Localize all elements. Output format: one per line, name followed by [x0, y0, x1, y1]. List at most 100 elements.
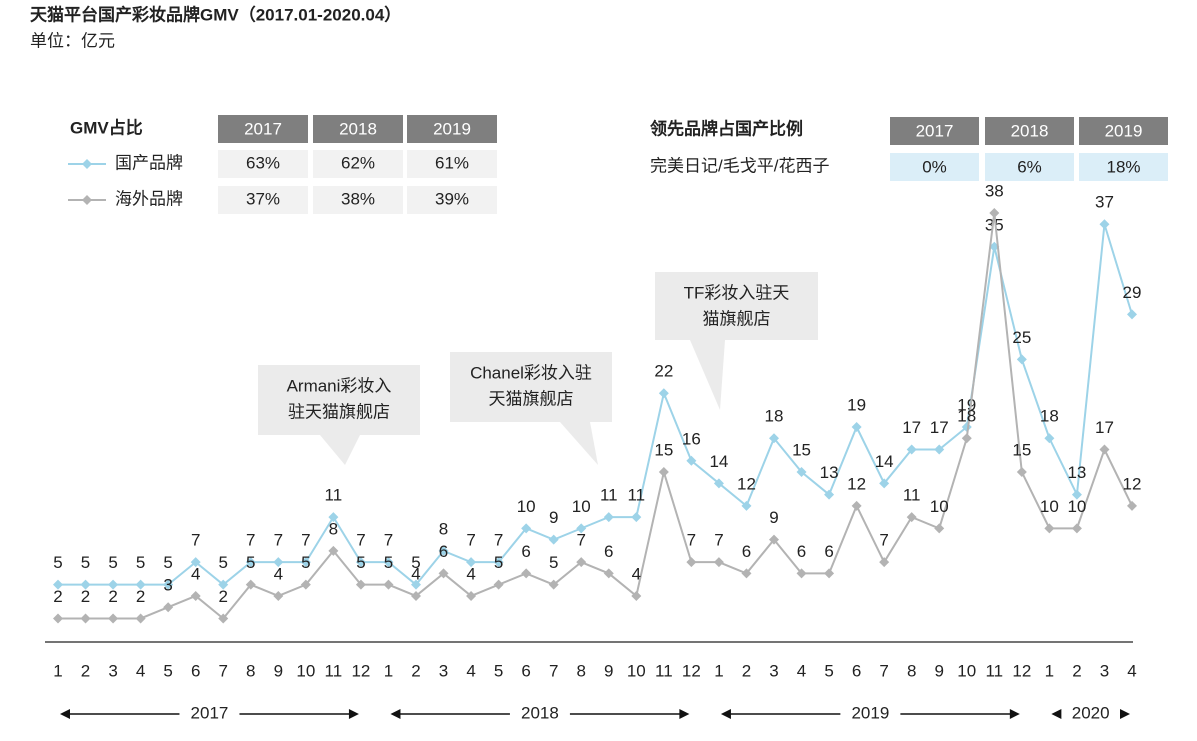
data-label: 11	[600, 486, 618, 505]
x-tick-label: 12	[682, 661, 701, 680]
data-label: 5	[53, 553, 62, 572]
year-label: 2020	[1072, 703, 1110, 722]
x-tick-label: 9	[934, 661, 943, 680]
arrow-head	[1051, 709, 1062, 719]
point	[1127, 309, 1137, 320]
x-tick-label: 1	[53, 661, 62, 680]
point	[190, 590, 201, 601]
arrow-head	[1120, 709, 1130, 719]
legend-marker	[82, 159, 92, 169]
table-year-cell	[1079, 117, 1168, 145]
point	[218, 579, 229, 590]
data-label: 7	[576, 531, 585, 550]
table-year: 2017	[244, 119, 282, 138]
point	[411, 579, 421, 590]
point	[273, 590, 284, 601]
data-label: 5	[218, 553, 227, 572]
point	[548, 534, 559, 545]
data-label: 2	[108, 587, 117, 606]
chart-title: 天猫平台国产彩妆品牌GMV（2017.01-2020.04）	[30, 4, 401, 24]
data-label: 13	[1067, 463, 1086, 482]
data-label: 10	[930, 497, 949, 516]
x-tick-label: 10	[296, 661, 315, 680]
data-label: 6	[742, 542, 751, 561]
point	[686, 557, 697, 568]
point	[741, 500, 752, 511]
data-label: 5	[163, 553, 172, 572]
data-label: 7	[466, 531, 475, 550]
x-tick-label: 4	[1127, 661, 1136, 680]
data-label: 7	[191, 531, 200, 550]
x-tick-label: 4	[136, 661, 145, 680]
table-cell	[313, 150, 403, 178]
table-cell	[313, 186, 403, 214]
x-tick-label: 3	[108, 661, 117, 680]
legend-label: 海外品牌	[115, 189, 183, 208]
annotation-text: 驻天猫旗舰店	[288, 402, 390, 421]
data-label: 18	[765, 407, 784, 426]
data-label: 5	[108, 553, 117, 572]
table-year-cell	[313, 115, 403, 143]
table-cell	[407, 186, 497, 214]
x-tick-label: 2	[1072, 661, 1081, 680]
point	[355, 579, 366, 590]
point	[438, 545, 449, 556]
data-label: 6	[797, 542, 806, 561]
table-header: 领先品牌占国产比例	[650, 118, 803, 138]
point	[796, 467, 807, 478]
data-label: 4	[191, 564, 200, 583]
x-tick-label: 8	[246, 661, 255, 680]
point	[1071, 523, 1082, 534]
point	[466, 557, 477, 568]
arrow-head	[348, 709, 359, 719]
data-label: 6	[824, 542, 833, 561]
data-label: 8	[329, 519, 338, 538]
data-label: 12	[847, 474, 866, 493]
table-cell	[890, 153, 979, 181]
data-label: 12	[737, 474, 756, 493]
annotation-box	[258, 365, 420, 435]
data-label: 18	[1040, 407, 1059, 426]
x-tick-label: 11	[985, 661, 1003, 680]
data-label: 5	[411, 553, 420, 572]
arrow-head	[679, 709, 690, 719]
table-year-cell	[890, 117, 979, 145]
x-tick-label: 10	[957, 661, 976, 680]
table-year-cell	[985, 117, 1074, 145]
point	[713, 557, 724, 568]
annotation-text: 猫旗舰店	[703, 309, 771, 328]
point	[493, 579, 504, 590]
annotation-pointer	[320, 435, 360, 465]
point	[906, 444, 917, 455]
point	[328, 512, 339, 523]
point	[190, 557, 201, 568]
x-tick-label: 2	[411, 661, 420, 680]
table-value: 63%	[246, 153, 280, 172]
point	[163, 579, 174, 590]
arrow-head	[1009, 709, 1020, 719]
data-label: 2	[218, 587, 227, 606]
point	[383, 557, 394, 568]
x-tick-label: 1	[1045, 661, 1054, 680]
point	[769, 433, 779, 444]
table-value: 0%	[922, 157, 947, 176]
point	[411, 590, 421, 601]
data-label: 2	[136, 587, 145, 606]
point	[300, 557, 311, 568]
data-label: 17	[930, 418, 949, 437]
data-label: 2	[81, 587, 90, 606]
data-label: 15	[1012, 441, 1031, 460]
x-tick-label: 9	[274, 661, 283, 680]
point	[961, 433, 972, 444]
point	[1071, 489, 1082, 500]
x-tick-label: 2	[742, 661, 751, 680]
x-tick-label: 5	[824, 661, 833, 680]
x-tick-label: 2	[81, 661, 90, 680]
data-label: 6	[439, 542, 448, 561]
point	[686, 455, 697, 466]
table-year: 2019	[1105, 121, 1143, 140]
table-cell	[218, 186, 308, 214]
x-tick-label: 5	[494, 661, 503, 680]
annotation-text: 天猫旗舰店	[489, 389, 574, 408]
data-label: 6	[604, 542, 613, 561]
